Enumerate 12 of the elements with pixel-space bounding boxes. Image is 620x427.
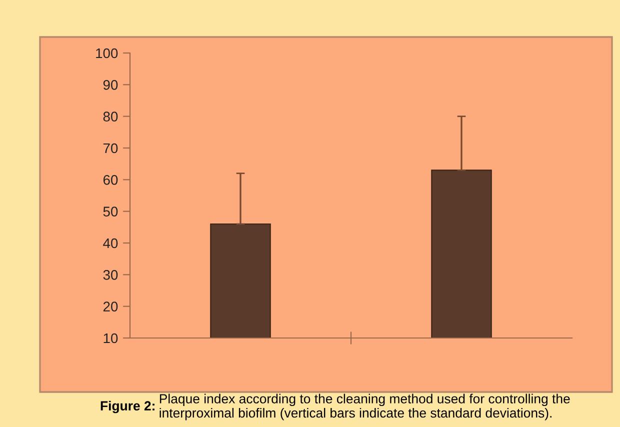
y-tick-label: 90 bbox=[103, 80, 118, 90]
y-tick-label: 50 bbox=[103, 206, 118, 217]
caption: Figure 2: bbox=[100, 400, 154, 414]
y-tick-label: 20 bbox=[103, 302, 118, 312]
y-tick-label: 100 bbox=[96, 48, 118, 58]
y-tick-label: 10 bbox=[104, 333, 118, 344]
text: Plaque index according to the cleaning method used for controlling the interproximal biofilm (vertical bars indicate the standard deviations). bbox=[160, 394, 570, 420]
y-tick-label: 60 bbox=[103, 175, 118, 185]
y-tick-label: 40 bbox=[103, 238, 118, 248]
y-tick-label: 70 bbox=[103, 143, 118, 154]
y-tick-label: 80 bbox=[103, 112, 118, 122]
y-tick-label: 30 bbox=[103, 270, 118, 280]
